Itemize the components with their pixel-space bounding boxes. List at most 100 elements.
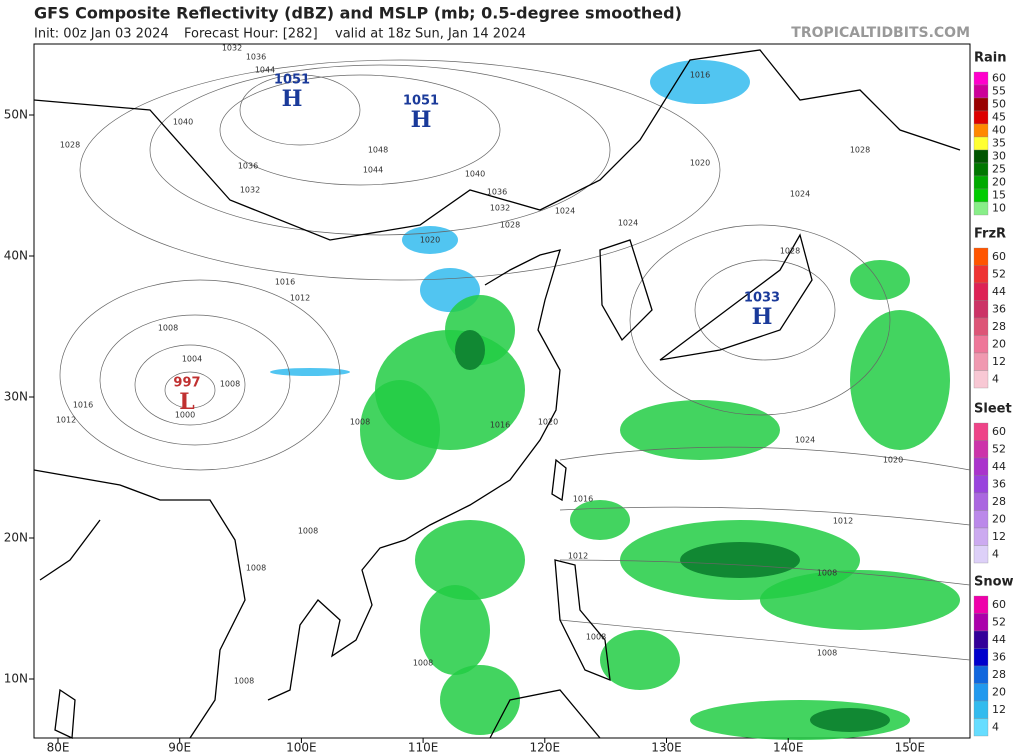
- isobar-label: 1032: [490, 204, 510, 213]
- lat-label: 30N: [4, 390, 28, 404]
- isobar-label: 1048: [368, 146, 388, 155]
- legend-tick: 12: [992, 703, 1006, 716]
- lon-label: 120E: [530, 741, 561, 755]
- legend-swatch: [973, 613, 989, 632]
- init: Init: 00z Jan 03 2024: [34, 27, 169, 42]
- isobar-label: 1000: [175, 411, 195, 420]
- legend-swatch: [973, 648, 989, 667]
- lon-label: 150E: [895, 741, 926, 755]
- isobar-label: 1008: [413, 659, 433, 668]
- legend-swatch: [973, 317, 989, 336]
- legend-tick: 36: [992, 477, 1006, 490]
- legend-tick: 12: [992, 530, 1006, 543]
- legend-tick: 30: [992, 150, 1006, 163]
- isobar-label: 1008: [350, 418, 370, 427]
- legend-tick: 36: [992, 650, 1006, 663]
- forecast-hour: Forecast Hour: [282]: [184, 27, 318, 42]
- isobar-label: 1020: [883, 456, 903, 465]
- legend-tick: 4: [992, 720, 999, 733]
- isobar-label: 1012: [290, 294, 310, 303]
- legend-tick: 60: [992, 598, 1006, 611]
- isobar-label: 1016: [275, 278, 295, 287]
- isobar-label: 1024: [790, 190, 810, 199]
- legend-swatch: [973, 149, 989, 164]
- isobar-label: 1028: [500, 221, 520, 230]
- legend-tick: 20: [992, 176, 1006, 189]
- legend-swatch: [973, 700, 989, 719]
- isobar-label: 1044: [255, 66, 275, 75]
- isobar-label: 1016: [690, 71, 710, 80]
- center-pressure: 1051: [403, 94, 439, 109]
- legend-swatch: [973, 718, 989, 737]
- isobar-label: 1036: [246, 53, 266, 62]
- legend-tick: 60: [992, 425, 1006, 438]
- legend-swatch: [973, 440, 989, 459]
- legend-tick: 52: [992, 615, 1006, 628]
- title: GFS Composite Reflectivity (dBZ) and MSL…: [34, 4, 682, 23]
- isobar-label: 1012: [833, 517, 853, 526]
- legend-swatch: [973, 71, 989, 86]
- legend-tick: 44: [992, 285, 1006, 298]
- legend-tick: 60: [992, 250, 1006, 263]
- legend-swatch: [973, 97, 989, 112]
- legend-tick: 25: [992, 163, 1006, 176]
- legend-swatch: [973, 84, 989, 99]
- lat-label: 10N: [4, 672, 28, 686]
- legend-swatch: [973, 265, 989, 284]
- isobar-label: 1012: [568, 552, 588, 561]
- center-pressure: 1033: [744, 291, 780, 306]
- legend-swatch: [973, 247, 989, 266]
- legend-swatch: [973, 545, 989, 564]
- legend-swatch: [973, 475, 989, 494]
- legend-swatch: [973, 665, 989, 684]
- legend-swatch: [973, 352, 989, 371]
- center-type: H: [282, 86, 303, 112]
- center-type: H: [752, 304, 773, 330]
- lon-label: 110E: [408, 741, 439, 755]
- center-type: H: [411, 107, 432, 133]
- isobar-label: 1044: [363, 166, 383, 175]
- legend-swatch: [973, 630, 989, 649]
- legend-tick: 28: [992, 320, 1006, 333]
- isobar-label: 1032: [240, 186, 260, 195]
- lon-label: 130E: [651, 741, 682, 755]
- legend-swatch: [973, 527, 989, 546]
- legend-title: Snow: [974, 575, 1014, 590]
- legend-tick: 52: [992, 442, 1006, 455]
- legend-tick: 15: [992, 189, 1006, 202]
- isobar-label: 1024: [618, 219, 638, 228]
- legend-tick: 12: [992, 355, 1006, 368]
- isobar-label: 1024: [555, 207, 575, 216]
- isobar-label: 1020: [420, 236, 440, 245]
- isobar-label: 1036: [238, 162, 258, 171]
- legend-tick: 35: [992, 137, 1006, 150]
- legend-swatch: [973, 136, 989, 151]
- legend-swatch: [973, 422, 989, 441]
- legend-tick: 55: [992, 85, 1006, 98]
- legend-title: Rain: [974, 51, 1007, 66]
- legend-tick: 10: [992, 202, 1006, 215]
- legend-swatch: [973, 282, 989, 301]
- legend-tick: 20: [992, 337, 1006, 350]
- isobar-label: 1008: [158, 324, 178, 333]
- isobar-label: 1032: [222, 44, 242, 53]
- legend-tick: 28: [992, 668, 1006, 681]
- legend-swatch: [973, 201, 989, 216]
- legend-tick: 44: [992, 633, 1006, 646]
- coastlines: [33, 49, 961, 739]
- legend-swatch: [973, 162, 989, 177]
- isobar-label: 1024: [795, 436, 815, 445]
- legend-tick: 28: [992, 495, 1006, 508]
- legend-tick: 50: [992, 98, 1006, 111]
- isobar-label: 1012: [56, 416, 76, 425]
- legend-tick: 52: [992, 267, 1006, 280]
- lon-label: 80E: [47, 741, 70, 755]
- isobar-label: 1028: [850, 146, 870, 155]
- isobar-label: 1008: [234, 677, 254, 686]
- lat-label: 50N: [4, 108, 28, 122]
- legend-tick: 45: [992, 111, 1006, 124]
- legend-tick: 4: [992, 372, 999, 385]
- legend-swatch: [973, 110, 989, 125]
- map: [33, 43, 971, 740]
- legend-tick: 40: [992, 124, 1006, 137]
